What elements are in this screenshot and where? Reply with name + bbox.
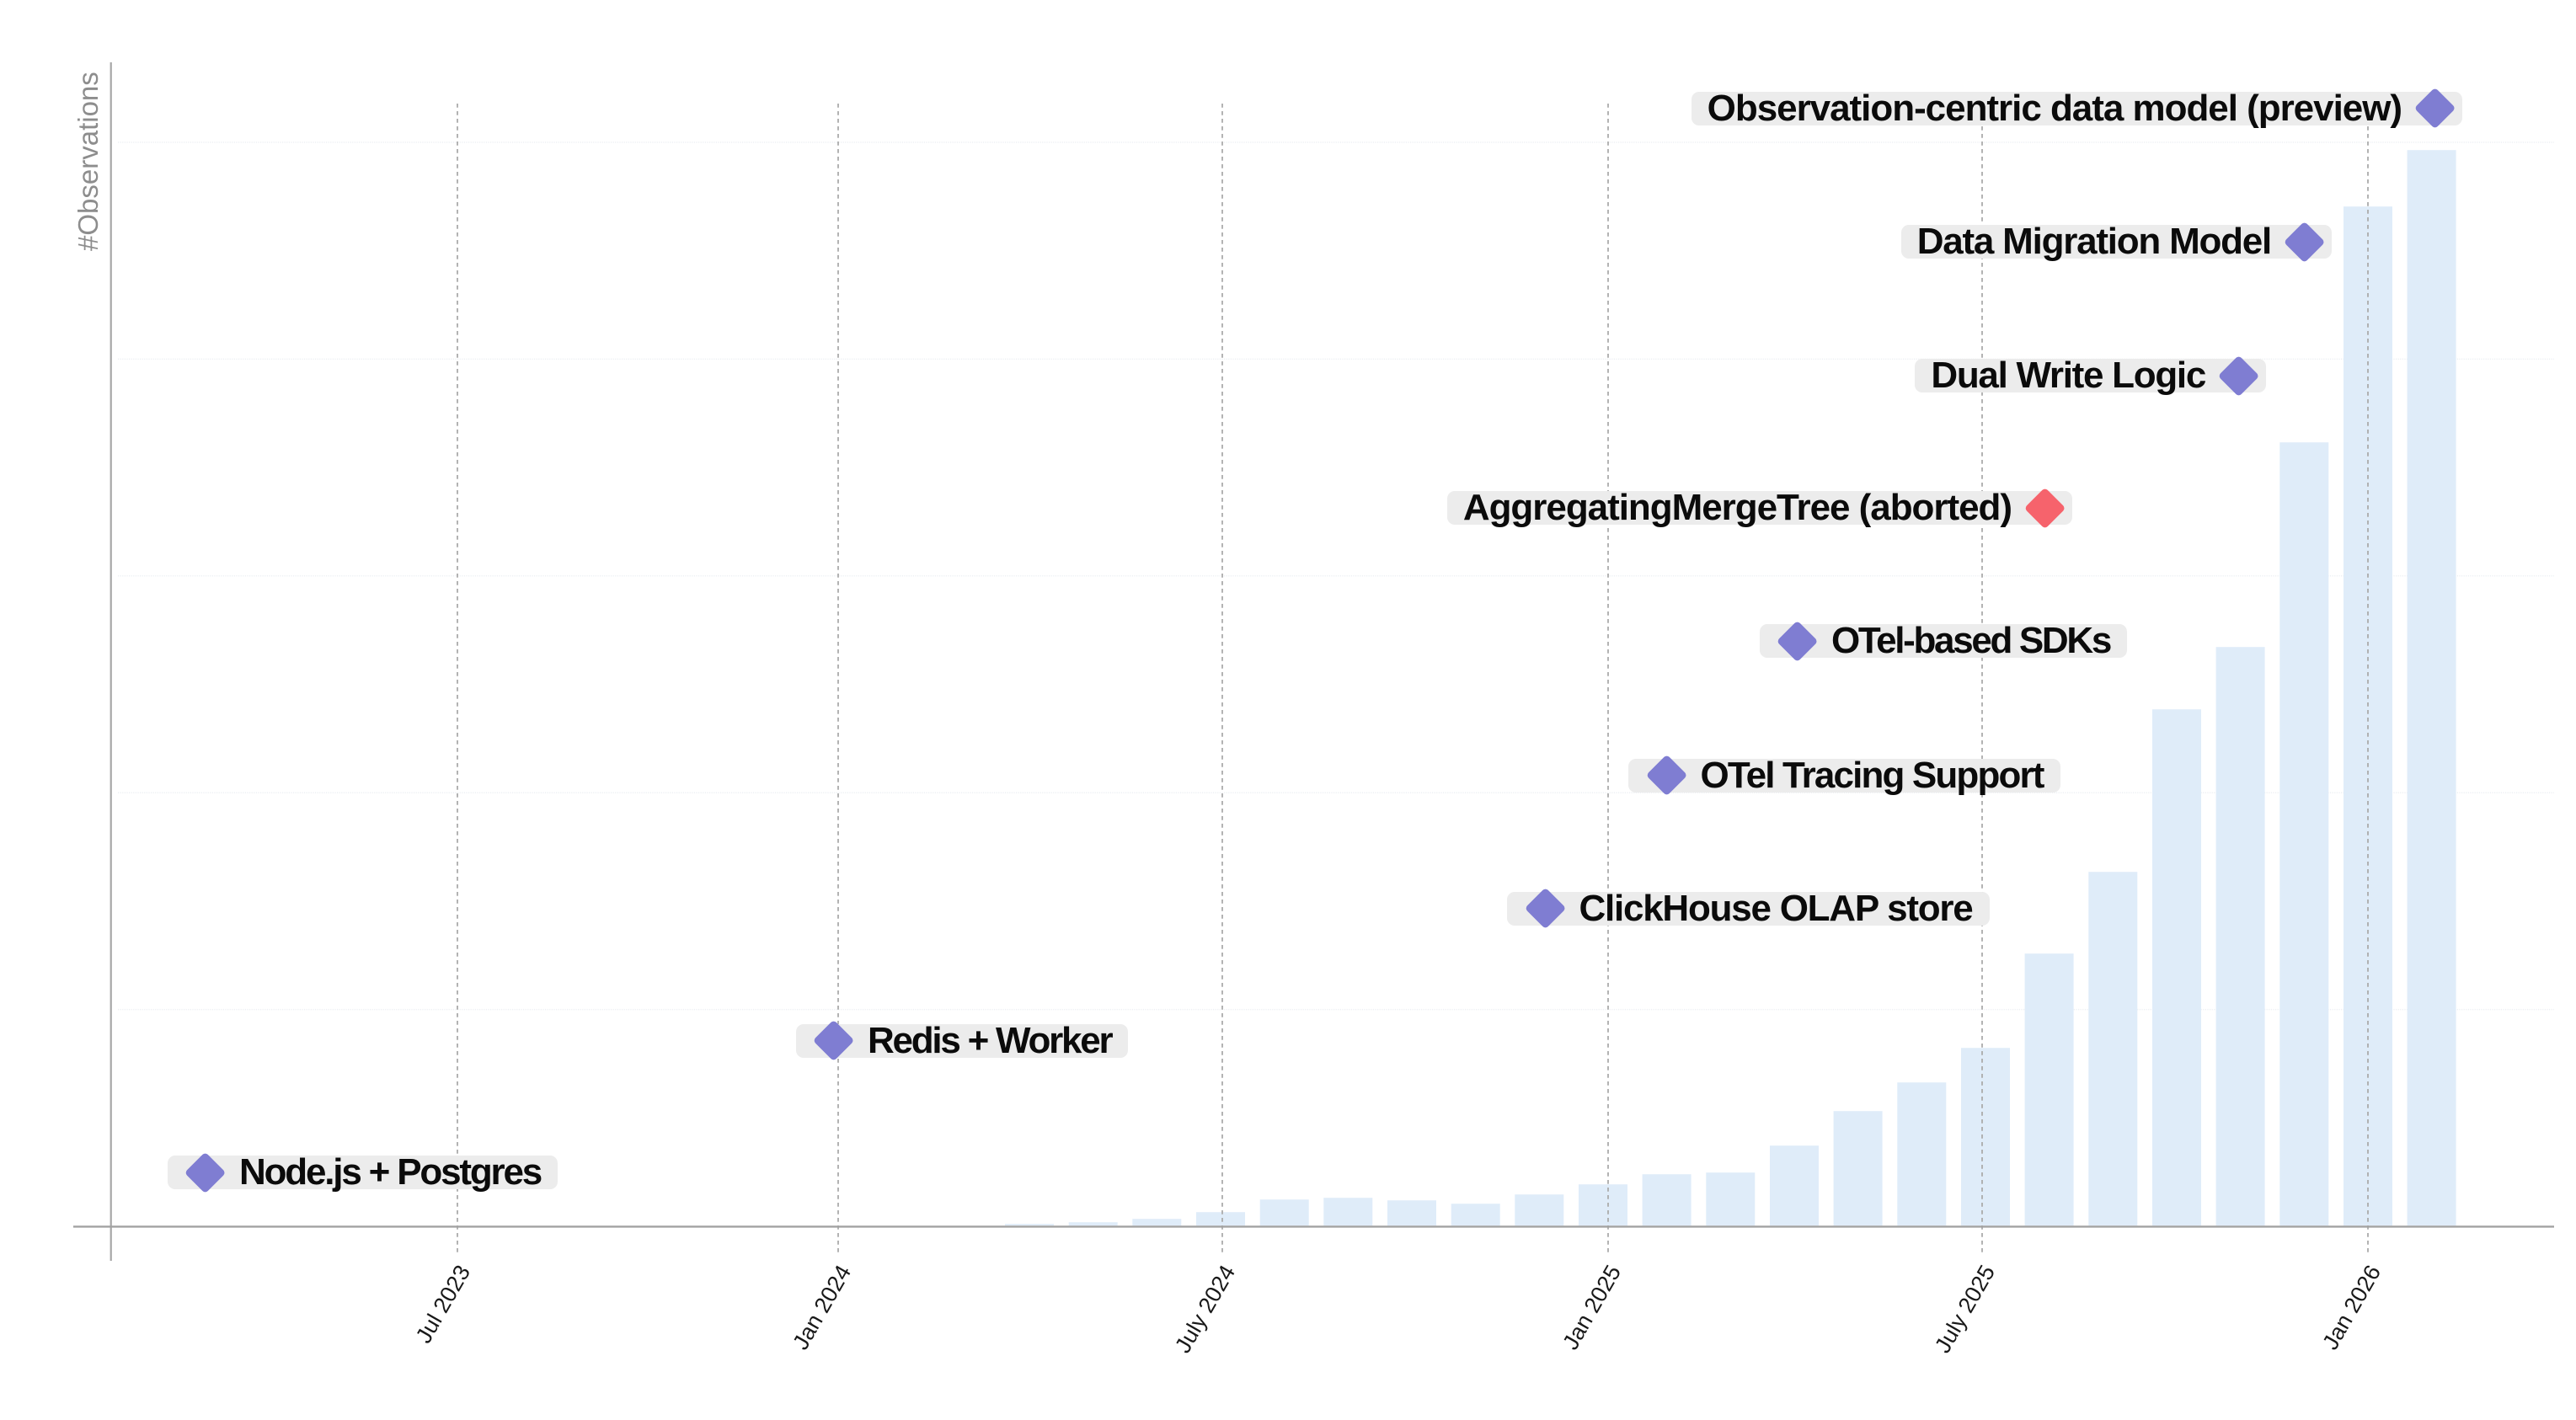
svg-text:Jan 2025: Jan 2025 bbox=[1558, 1261, 1626, 1353]
svg-text:Jul 2023: Jul 2023 bbox=[411, 1261, 476, 1348]
svg-text:July 2025: July 2025 bbox=[1930, 1261, 2000, 1357]
svg-text:Jan 2026: Jan 2026 bbox=[2317, 1261, 2386, 1353]
svg-text:July 2024: July 2024 bbox=[1170, 1261, 1240, 1357]
svg-text:#Observations: #Observations bbox=[72, 72, 104, 251]
svg-text:Jan 2024: Jan 2024 bbox=[788, 1261, 856, 1354]
